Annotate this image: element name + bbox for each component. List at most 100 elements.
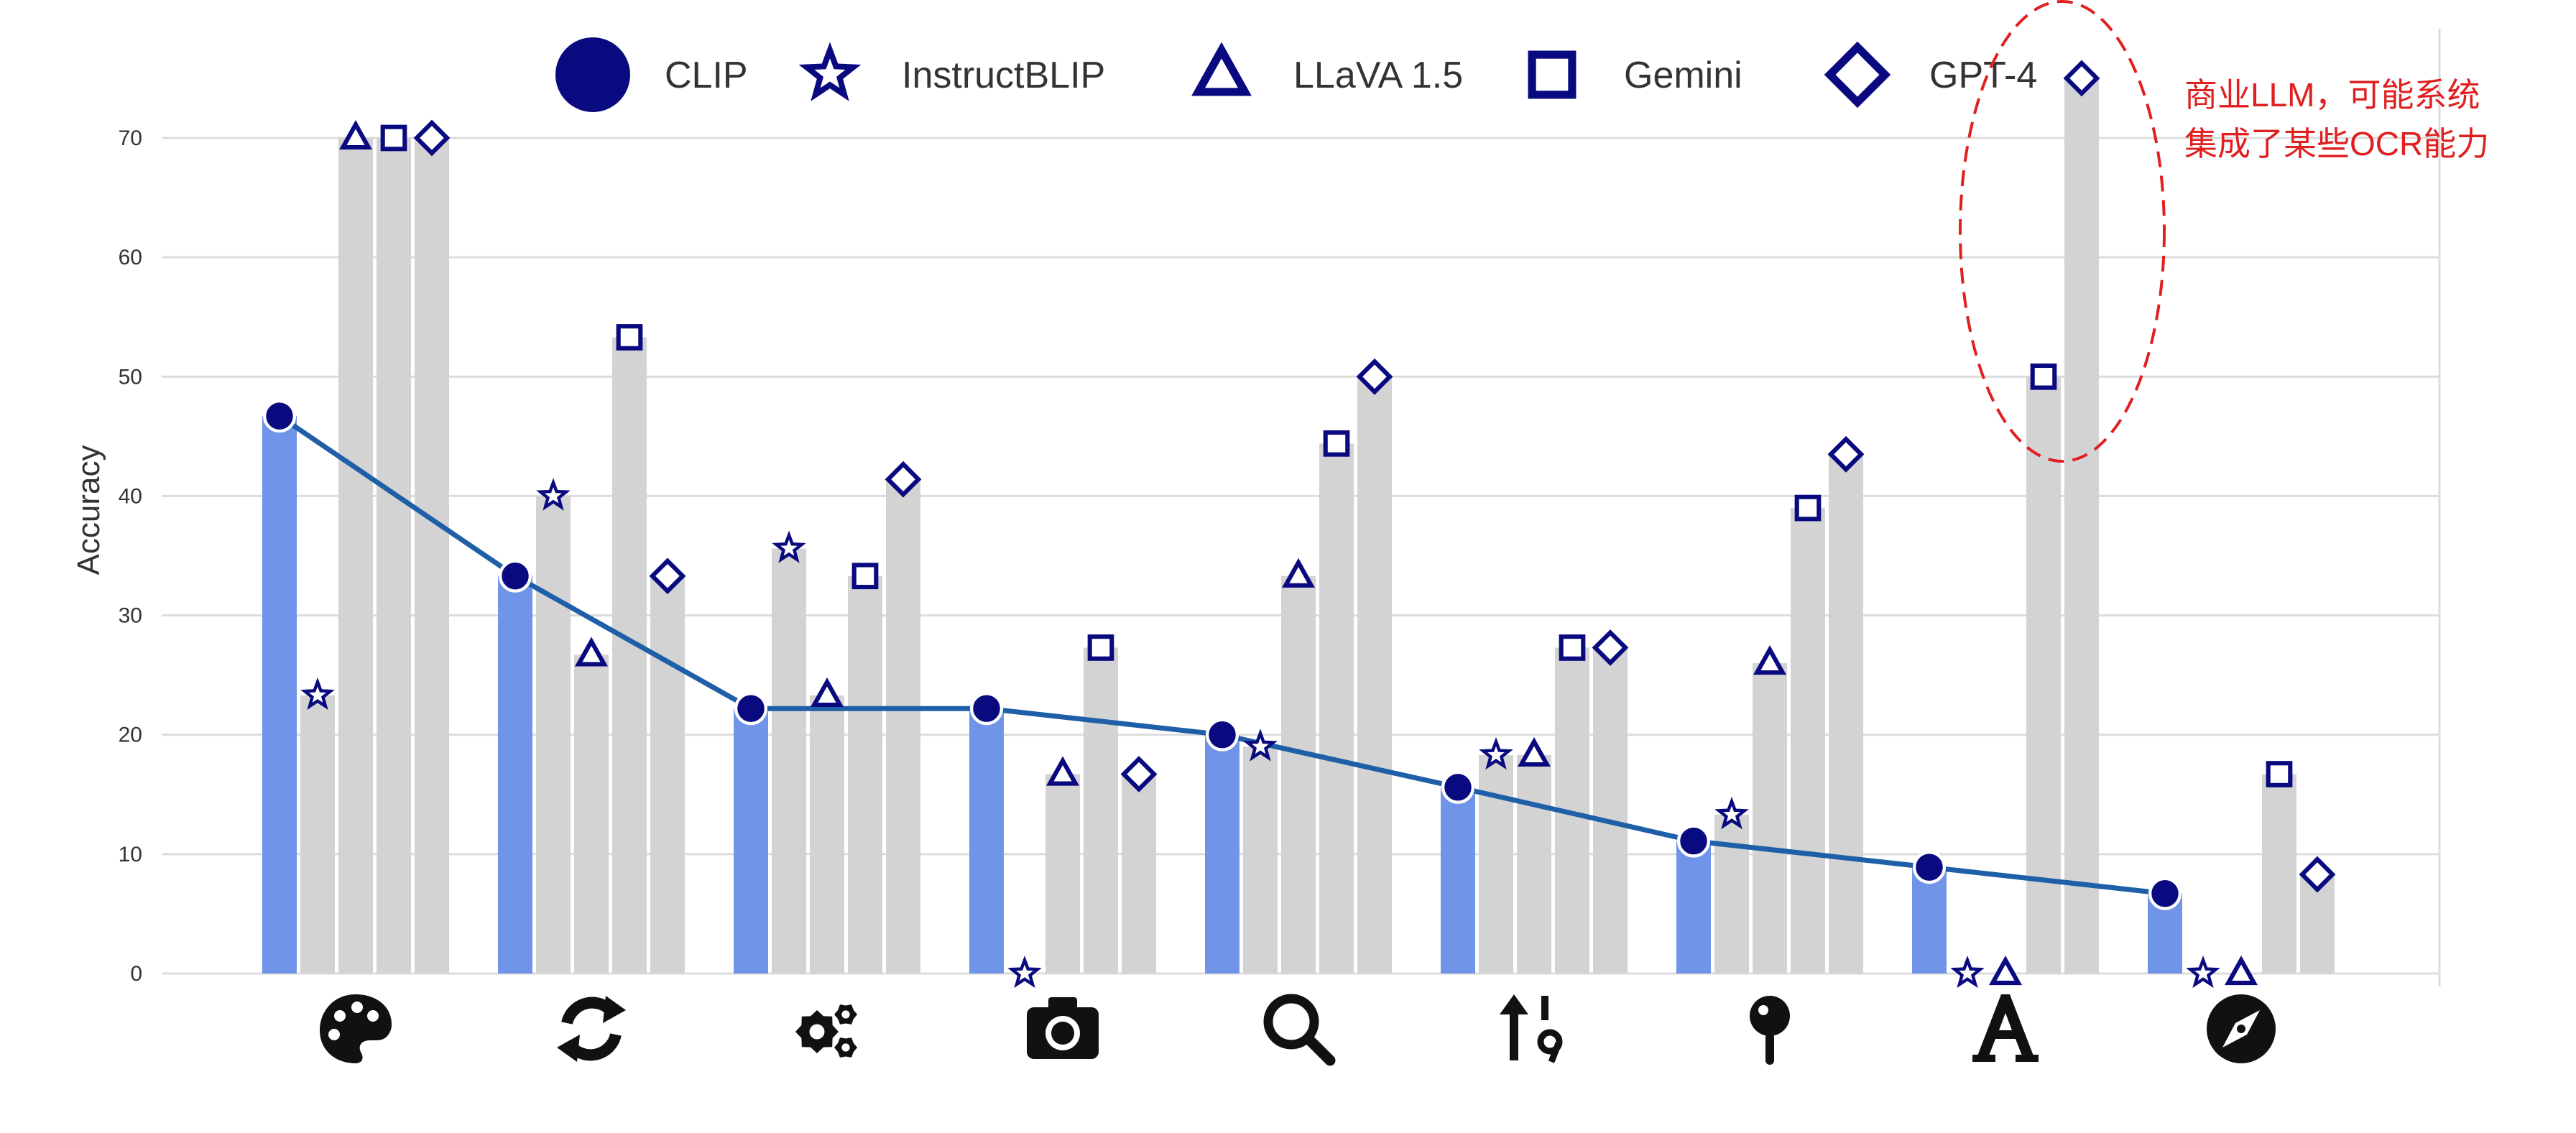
bar-gemini <box>1791 508 1825 974</box>
refresh-icon <box>557 996 626 1062</box>
annotation: 商业LLM，可能系统 集成了某些OCR能力 <box>1959 0 2489 463</box>
bar-clip <box>1441 787 1475 974</box>
y-axis-title: Accuracy <box>71 445 106 575</box>
marker-llava-1-5 <box>1988 956 2023 986</box>
bar-gpt-4 <box>2064 78 2099 974</box>
annotation-text-line-2: 集成了某些OCR能力 <box>2184 125 2489 162</box>
marker-gemini <box>1087 634 1114 661</box>
legend-item-gemini: Gemini <box>1528 50 1742 99</box>
marker-clip <box>1912 851 1947 884</box>
legend-marker <box>1824 41 1891 108</box>
bar-clip <box>498 575 532 974</box>
legend-marker <box>1528 50 1576 99</box>
bar-llava-1-5 <box>574 655 609 974</box>
marker-clip <box>1676 824 1711 858</box>
legend-marker <box>547 29 639 121</box>
bar-clip <box>1205 734 1239 974</box>
marker-llava-1-5 <box>1045 756 1080 786</box>
bar-llava-1-5 <box>1045 774 1080 974</box>
marker-gemini <box>2266 761 2293 787</box>
bar-instructblip <box>1243 746 1278 974</box>
y-tick-label: 20 <box>119 723 142 747</box>
marker-gemini <box>2030 363 2057 390</box>
legend-item-llava-1-5: LLaVA 1.5 <box>1191 42 1463 96</box>
legend-label: Gemini <box>1624 55 1742 96</box>
gears-icon <box>795 1004 857 1058</box>
marker-gpt-4 <box>1356 358 1393 395</box>
legend-item-instructblip: InstructBLIP <box>798 42 1105 101</box>
bar-gemini <box>612 337 647 974</box>
marker-llava-1-5 <box>2224 956 2258 986</box>
annotation-text-line-1: 商业LLM，可能系统 <box>2184 76 2480 114</box>
marker-instructblip <box>772 530 806 563</box>
marker-clip <box>1205 718 1239 752</box>
legend-label: LLaVA 1.5 <box>1293 55 1463 96</box>
compass-icon <box>2207 994 2276 1063</box>
bar-gemini <box>2262 774 2296 974</box>
marker-instructblip <box>300 677 335 711</box>
y-tick-label: 50 <box>119 365 142 389</box>
marker-gpt-4 <box>885 461 922 498</box>
legend-label: InstructBLIP <box>902 55 1105 96</box>
y-tick-label: 30 <box>119 604 142 628</box>
bar-gpt-4 <box>415 138 449 974</box>
y-tick-label: 0 <box>130 962 142 986</box>
marker-gemini <box>380 124 407 152</box>
sort-numeric-icon <box>1500 994 1563 1063</box>
legend-label: GPT-4 <box>1929 55 2037 96</box>
marker-gemini <box>851 563 879 590</box>
marker-llava-1-5 <box>810 677 844 708</box>
bar-llava-1-5 <box>1517 754 1551 974</box>
bar-gemini <box>1084 647 1118 974</box>
bar-instructblip <box>300 695 335 974</box>
marker-llava-1-5 <box>1753 645 1787 675</box>
pin-icon <box>1750 996 1790 1065</box>
magnifier-icon <box>1263 994 1336 1066</box>
marker-clip <box>262 399 297 433</box>
marker-gpt-4 <box>1827 435 1865 473</box>
marker-clip <box>1441 770 1475 804</box>
marker-gemini <box>1559 634 1586 661</box>
bar-gpt-4 <box>1829 454 1863 974</box>
bar-instructblip <box>1714 815 1749 974</box>
bar-llava-1-5 <box>1753 663 1787 974</box>
y-tick-label: 40 <box>119 484 142 508</box>
legend: CLIP InstructBLIP LLaVA 1.5 Gemini GPT-4 <box>547 29 2037 121</box>
bar-llava-1-5 <box>1281 575 1316 974</box>
marker-clip <box>2148 877 2182 910</box>
marker-gpt-4 <box>1120 756 1158 792</box>
bars <box>262 78 2335 974</box>
category-icons <box>320 994 2276 1066</box>
y-tick-label: 60 <box>119 246 142 269</box>
bar-gemini <box>2026 376 2061 974</box>
marker-clip <box>969 692 1004 726</box>
data-markers <box>262 60 2336 989</box>
bar-gpt-4 <box>886 479 920 974</box>
bar-clip <box>969 708 1004 974</box>
bar-gemini <box>1319 443 1354 974</box>
bar-gemini <box>377 138 411 974</box>
bar-gpt-4 <box>1122 774 1156 974</box>
marker-llava-1-5 <box>338 120 373 150</box>
bar-gpt-4 <box>1593 647 1628 974</box>
legend-label: CLIP <box>665 55 748 96</box>
font-letter-icon <box>1972 994 2039 1062</box>
bar-llava-1-5 <box>810 695 844 974</box>
camera-icon <box>1027 997 1099 1059</box>
y-tick-labels: 0 10 20 30 40 50 60 70 <box>119 126 142 986</box>
marker-instructblip <box>2186 955 2220 989</box>
bar-clip <box>1912 867 1947 974</box>
marker-llava-1-5 <box>1281 558 1316 588</box>
bar-gpt-4 <box>1357 376 1392 974</box>
marker-gpt-4 <box>1592 629 1629 666</box>
marker-gpt-4 <box>413 119 451 157</box>
marker-clip <box>498 559 532 593</box>
bar-instructblip <box>1479 754 1513 974</box>
bar-llava-1-5 <box>338 138 373 974</box>
marker-gpt-4 <box>2299 856 2336 893</box>
marker-instructblip <box>1007 955 1042 989</box>
legend-item-gpt-4: GPT-4 <box>1824 41 2037 108</box>
bar-instructblip <box>772 548 806 974</box>
annotation-highlight-ellipse <box>1959 0 2166 463</box>
